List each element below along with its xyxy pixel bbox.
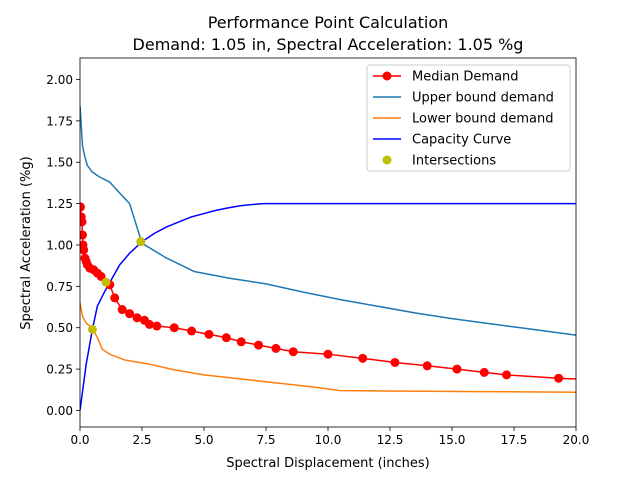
capacity-curve-line bbox=[80, 202, 576, 411]
median-demand-point bbox=[390, 357, 400, 367]
y-tick-label: 1.50 bbox=[46, 156, 73, 170]
median-demand-point bbox=[236, 337, 246, 347]
intersections-point bbox=[136, 237, 146, 247]
median-demand-point bbox=[117, 305, 127, 315]
median-demand-point bbox=[132, 313, 142, 323]
median-demand-point bbox=[323, 349, 333, 359]
intersections-point bbox=[87, 324, 97, 334]
lower-bound-demand-line bbox=[80, 302, 576, 393]
median-demand-point bbox=[422, 361, 432, 371]
median-demand-point bbox=[452, 364, 462, 374]
x-tick-label: 15.0 bbox=[439, 433, 466, 447]
x-tick-label: 2.5 bbox=[132, 433, 151, 447]
legend-marker-median-demand bbox=[382, 71, 392, 81]
median-demand-point bbox=[554, 373, 564, 383]
legend-marker-intersections bbox=[382, 155, 392, 165]
median-demand-point bbox=[110, 293, 120, 303]
y-tick-label: 1.00 bbox=[46, 238, 73, 252]
y-tick-label: 0.50 bbox=[46, 321, 73, 335]
median-demand-point bbox=[80, 245, 89, 255]
median-demand-point bbox=[479, 367, 489, 377]
median-demand-point bbox=[80, 230, 87, 240]
x-axis-label: Spectral Displacement (inches) bbox=[226, 456, 429, 471]
x-tick-label: 5.0 bbox=[194, 433, 213, 447]
median-demand-point bbox=[254, 340, 264, 350]
median-demand-point bbox=[125, 309, 135, 319]
median-demand-point bbox=[502, 370, 512, 380]
y-tick-label: 1.75 bbox=[46, 114, 73, 128]
y-tick-label: 2.00 bbox=[46, 73, 73, 87]
y-tick-label: 1.25 bbox=[46, 197, 73, 211]
median-demand-point bbox=[288, 347, 298, 357]
median-demand-point bbox=[80, 217, 87, 227]
x-tick-label: 12.5 bbox=[377, 433, 404, 447]
plot-series-group bbox=[80, 105, 576, 411]
median-demand-point bbox=[80, 202, 85, 212]
legend-label-capacity-curve: Capacity Curve bbox=[412, 133, 511, 148]
chart-title-line2: Demand: 1.05 in, Spectral Acceleration: … bbox=[133, 35, 524, 54]
upper-bound-demand-line bbox=[80, 105, 576, 336]
intersections-point bbox=[101, 277, 111, 287]
median-demand-point bbox=[204, 329, 214, 339]
median-demand-point bbox=[96, 271, 106, 281]
median-demand-point bbox=[169, 323, 179, 333]
legend-label-lower-bound-demand: Lower bound demand bbox=[412, 112, 554, 127]
median-demand-point bbox=[144, 319, 154, 329]
legend: Median Demand Upper bound demand Lower bou… bbox=[366, 64, 571, 172]
y-axis-label: Spectral Acceleration (%g) bbox=[19, 156, 34, 329]
median-demand-point bbox=[187, 326, 197, 336]
median-demand-point bbox=[271, 343, 281, 353]
legend-label-intersections: Intersections bbox=[412, 154, 496, 169]
x-tick-label: 20.0 bbox=[563, 433, 590, 447]
y-tick-label: 0.75 bbox=[46, 280, 73, 294]
legend-label-upper-bound-demand: Upper bound demand bbox=[412, 91, 554, 106]
y-tick-label: 0.00 bbox=[46, 404, 73, 418]
y-tick-label: 0.25 bbox=[46, 363, 73, 377]
median-demand-point bbox=[358, 353, 368, 363]
x-tick-label: 10.0 bbox=[315, 433, 342, 447]
plot-area bbox=[80, 105, 576, 411]
x-tick-label: 7.5 bbox=[256, 433, 275, 447]
median-demand-point bbox=[221, 333, 231, 343]
chart-title-line1: Performance Point Calculation bbox=[208, 13, 449, 32]
x-tick-label: 0.0 bbox=[70, 433, 89, 447]
legend-label-median-demand: Median Demand bbox=[412, 70, 519, 85]
x-tick-label: 17.5 bbox=[501, 433, 528, 447]
legend-box bbox=[366, 64, 571, 172]
median-demand-point bbox=[152, 321, 162, 331]
axes: 0.0 2.5 5.0 7.5 10.0 12.5 15.0 17.5 20.0 0.00 0.25… bbox=[46, 57, 590, 447]
